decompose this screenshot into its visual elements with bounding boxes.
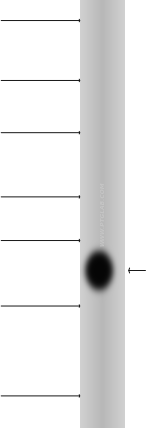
- Text: 100 kDa: 100 kDa: [0, 76, 80, 85]
- Text: 70 kDa: 70 kDa: [0, 128, 80, 137]
- Text: WWW.PTGLAB.COM: WWW.PTGLAB.COM: [100, 182, 105, 246]
- Text: 20 kDa: 20 kDa: [0, 391, 80, 401]
- Text: 150 kDa: 150 kDa: [0, 16, 80, 25]
- Text: 40 kDa: 40 kDa: [0, 236, 80, 245]
- Text: 30 kDa: 30 kDa: [0, 301, 80, 311]
- Text: 50 kDa: 50 kDa: [0, 192, 80, 202]
